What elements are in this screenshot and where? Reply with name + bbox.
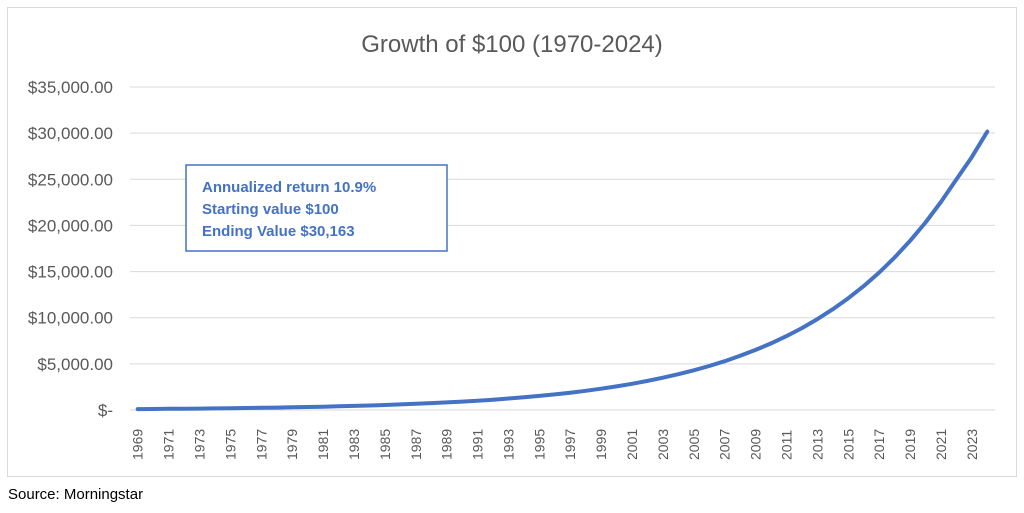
annotation-line-1: Annualized return 10.9% <box>202 179 376 196</box>
x-tick-label: 2021 <box>933 429 949 460</box>
x-tick-label: 2015 <box>840 429 856 460</box>
chart-svg: Growth of $100 (1970-2024) $- $5,000.00 $1… <box>28 31 995 460</box>
x-tick-label: 1995 <box>531 429 547 460</box>
y-tick-label: $25,000.00 <box>28 170 113 189</box>
x-tick-label: 2007 <box>717 429 733 460</box>
y-tick-label: $20,000.00 <box>28 216 113 235</box>
series-layer <box>135 129 990 412</box>
x-axis-tick-labels: 1969 1971 1973 1975 1977 1979 1981 1983 1985 1987… <box>130 429 980 460</box>
x-tick-label: 1969 <box>130 429 146 460</box>
x-tick-label: 1999 <box>593 429 609 460</box>
x-tick-label: 1991 <box>470 429 486 460</box>
x-tick-label: 2001 <box>624 429 640 460</box>
y-axis-tick-labels: $- $5,000.00 $10,000.00 $15,000.00 $20,000.0… <box>28 78 113 420</box>
y-tick-label: $- <box>98 401 113 420</box>
y-tick-label: $35,000.00 <box>28 78 113 97</box>
series-line <box>135 129 990 412</box>
x-tick-label: 1981 <box>315 429 331 460</box>
x-tick-label: 1985 <box>377 429 393 460</box>
x-tick-label: 1993 <box>500 429 516 460</box>
x-tick-label: 1973 <box>192 429 208 460</box>
x-tick-label: 2011 <box>778 430 794 460</box>
y-tick-label: $10,000.00 <box>28 309 113 328</box>
x-tick-label: 1975 <box>222 429 238 460</box>
x-tick-label: 1971 <box>161 429 177 460</box>
x-tick-label: 1987 <box>408 429 424 460</box>
chart-frame: Growth of $100 (1970-2024) $- $5,000.00 $1… <box>7 7 1017 477</box>
x-tick-label: 1977 <box>253 429 269 460</box>
annotation-line-2: Starting value $100 <box>202 201 339 218</box>
x-tick-label: 1979 <box>284 429 300 460</box>
x-tick-label: 1989 <box>439 429 455 460</box>
y-tick-label: $5,000.00 <box>37 355 113 374</box>
x-tick-label: 2019 <box>902 429 918 460</box>
x-tick-label: 2003 <box>655 429 671 460</box>
annotation-box: Annualized return 10.9% Starting value $… <box>185 164 448 252</box>
x-tick-label: 2005 <box>686 429 702 460</box>
y-tick-label: $30,000.00 <box>28 124 113 143</box>
x-tick-label: 2009 <box>748 429 764 460</box>
x-tick-label: 2013 <box>809 429 825 460</box>
annotation-line-3: Ending Value $30,163 <box>202 223 355 240</box>
x-tick-label: 1997 <box>562 429 578 460</box>
source-note: Source: Morningstar <box>8 486 144 503</box>
y-tick-label: $15,000.00 <box>28 263 113 282</box>
chart-title: Growth of $100 (1970-2024) <box>361 31 663 58</box>
x-tick-label: 1983 <box>346 429 362 460</box>
x-tick-label: 2023 <box>964 429 980 460</box>
x-tick-label: 2017 <box>871 429 887 460</box>
